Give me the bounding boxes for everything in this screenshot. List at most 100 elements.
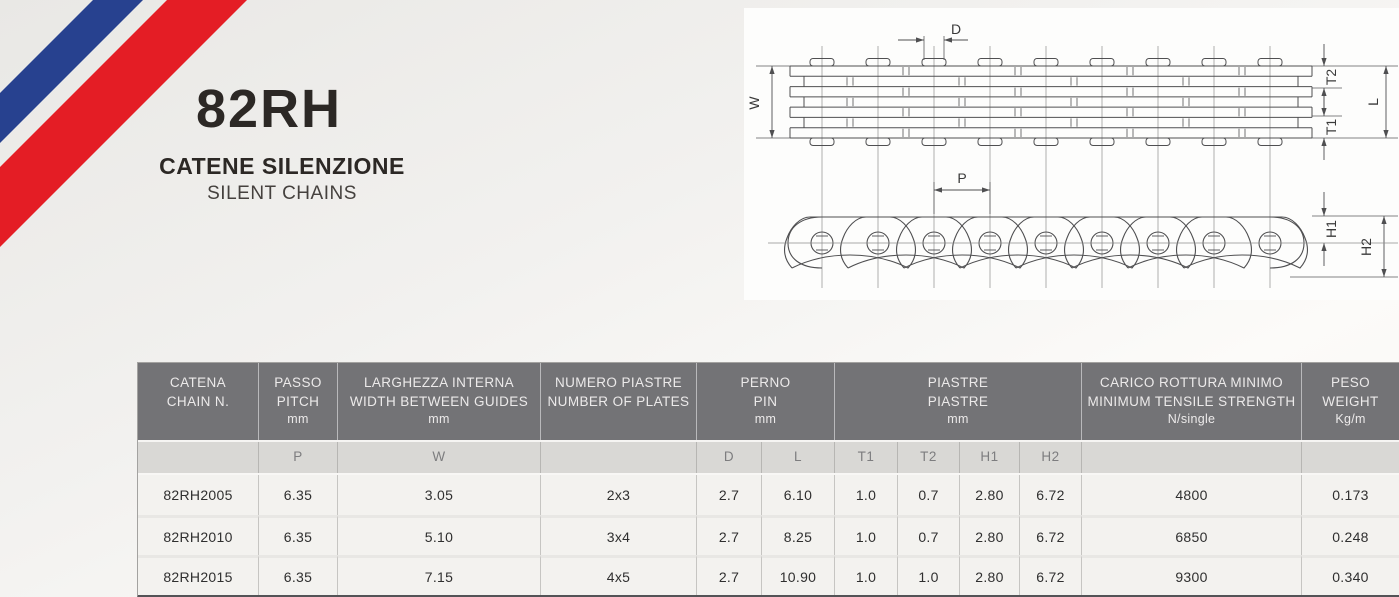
- spec-cell: 1.0: [834, 515, 897, 555]
- header-line: PIN: [753, 394, 778, 409]
- spec-cell: 10.90: [761, 555, 834, 595]
- spec-cell: 2.80: [959, 555, 1019, 595]
- dimension-arrowhead: [1383, 130, 1389, 138]
- subheader-cell-L: L: [761, 442, 834, 473]
- header-line: [541, 411, 696, 428]
- chain-number-cell: 82RH2015: [138, 555, 258, 595]
- col-group-perno: PERNO PIN mm: [696, 363, 834, 440]
- spec-cell: 1.0: [834, 475, 897, 515]
- diagram-panel: [744, 8, 1399, 300]
- spec-cell: 6.35: [258, 475, 337, 515]
- spec-cell: 2.80: [959, 475, 1019, 515]
- pin-head-tab: [865, 137, 891, 146]
- spec-cell: 6.35: [258, 555, 337, 595]
- pin-head-tab: [1201, 58, 1227, 67]
- header-line: PIASTRE: [927, 394, 989, 409]
- dim-label-H1: H1: [1323, 220, 1339, 238]
- spec-cell: 4800: [1081, 475, 1301, 515]
- dim-label-T1: T1: [1323, 119, 1339, 136]
- diagram-geometry: [769, 37, 1389, 288]
- dim-label-L: L: [1365, 98, 1381, 106]
- spec-cell: 0.173: [1301, 475, 1399, 515]
- chain-link-plate: [895, 216, 1029, 269]
- chain-link-plate: [1119, 216, 1253, 269]
- pin-head-tab: [1033, 58, 1059, 67]
- dimension-arrowhead: [1383, 66, 1389, 74]
- pin-head-tab: [1089, 137, 1115, 146]
- subheader-cell: [138, 442, 258, 473]
- col-group-piastre: PIASTRE PIASTRE mm: [834, 363, 1081, 440]
- pin-head-tab: [809, 58, 835, 67]
- dimension-arrowhead: [1321, 58, 1327, 66]
- header-line: LARGHEZZA INTERNA: [363, 375, 515, 390]
- spec-cell: 2.80: [959, 515, 1019, 555]
- spec-cell: 8.25: [761, 515, 834, 555]
- spec-cell: 2.7: [696, 475, 761, 515]
- spec-cell: 4x5: [540, 555, 696, 595]
- header-line: PIASTRE: [927, 375, 989, 390]
- spec-cell: 3x4: [540, 515, 696, 555]
- header-line: CHAIN N.: [166, 394, 230, 409]
- blue-stripe: [0, 0, 143, 143]
- spec-cell: 0.340: [1301, 555, 1399, 595]
- spec-cell: 1.0: [834, 555, 897, 595]
- header-line: N/single: [1167, 412, 1216, 426]
- dimension-arrowhead: [1321, 138, 1327, 146]
- header-line: mm: [287, 412, 309, 426]
- pin-head-tab: [809, 137, 835, 146]
- header-line: mm: [428, 412, 450, 426]
- dimension-arrowhead: [1321, 243, 1327, 251]
- spec-cell: 9300: [1081, 555, 1301, 595]
- chain-number-cell: 82RH2010: [138, 515, 258, 555]
- header-line: CATENA: [169, 375, 227, 390]
- spec-cell: 0.7: [897, 475, 959, 515]
- spec-cell: 1.0: [897, 555, 959, 595]
- chain-link-plate: [839, 216, 973, 269]
- pin-head-tab: [1089, 58, 1115, 67]
- pin-head-tab: [1145, 58, 1171, 67]
- header-line: PESO: [1330, 375, 1371, 390]
- subheader-cell-T1: T1: [834, 442, 897, 473]
- col-group-passo: PASSO PITCH mm: [258, 363, 337, 440]
- table-row: 82RH2005 6.35 3.05 2x3 2.7 6.10 1.0 0.7 …: [138, 475, 1399, 515]
- header-line: mm: [754, 412, 777, 426]
- subheader-cell: [540, 442, 696, 473]
- dimension-arrowhead: [934, 187, 942, 193]
- chain-end-cap: [1269, 216, 1305, 269]
- dimension-arrowhead: [769, 130, 775, 138]
- subheader-cell-P: P: [258, 442, 337, 473]
- spec-cell: 6.72: [1019, 475, 1081, 515]
- col-group-peso: PESO WEIGHT Kg/m: [1301, 363, 1399, 440]
- spec-cell: 6850: [1081, 515, 1301, 555]
- spec-table: CATENA CHAIN N. PASSO PITCH mm LARGHEZZA…: [137, 362, 1399, 597]
- spec-cell: 0.7: [897, 515, 959, 555]
- spec-cell: 6.10: [761, 475, 834, 515]
- header-line: PERNO: [740, 375, 791, 390]
- spec-cell: 3.05: [337, 475, 540, 515]
- subheader-cell-H1: H1: [959, 442, 1019, 473]
- chain-number-cell: 82RH2005: [138, 475, 258, 515]
- col-group-carico: CARICO ROTTURA MINIMO MINIMUM TENSILE ST…: [1081, 363, 1301, 440]
- pin-head-tab: [1257, 137, 1283, 146]
- subheader-cell: [1301, 442, 1399, 473]
- dim-label-W: W: [746, 96, 762, 110]
- chain-link-plate: [1175, 216, 1309, 269]
- spec-cell: 6.72: [1019, 515, 1081, 555]
- header-line: mm: [947, 412, 969, 426]
- brand-stripes: [0, 0, 247, 247]
- dim-label-P: P: [957, 170, 966, 186]
- dim-label-T2: T2: [1323, 69, 1339, 86]
- chain-link-plate: [1007, 216, 1141, 269]
- dimension-arrowhead: [1321, 208, 1327, 216]
- header-line: NUMBER OF PLATES: [547, 394, 690, 409]
- subheader-cell: [1081, 442, 1301, 473]
- subheader-cell-H2: H2: [1019, 442, 1081, 473]
- table-subheader: P W D L T1 T2 H1 H2: [138, 442, 1399, 475]
- subheader-cell-T2: T2: [897, 442, 959, 473]
- dimension-labels: D W T2 T1 L P H1 H2: [746, 21, 1381, 256]
- col-group-numero-piastre: NUMERO PIASTRE NUMBER OF PLATES: [540, 363, 696, 440]
- red-stripe: [0, 0, 247, 247]
- spec-cell: 6.72: [1019, 555, 1081, 595]
- page-title: 82RH: [196, 79, 343, 139]
- header-line: PASSO: [274, 375, 322, 390]
